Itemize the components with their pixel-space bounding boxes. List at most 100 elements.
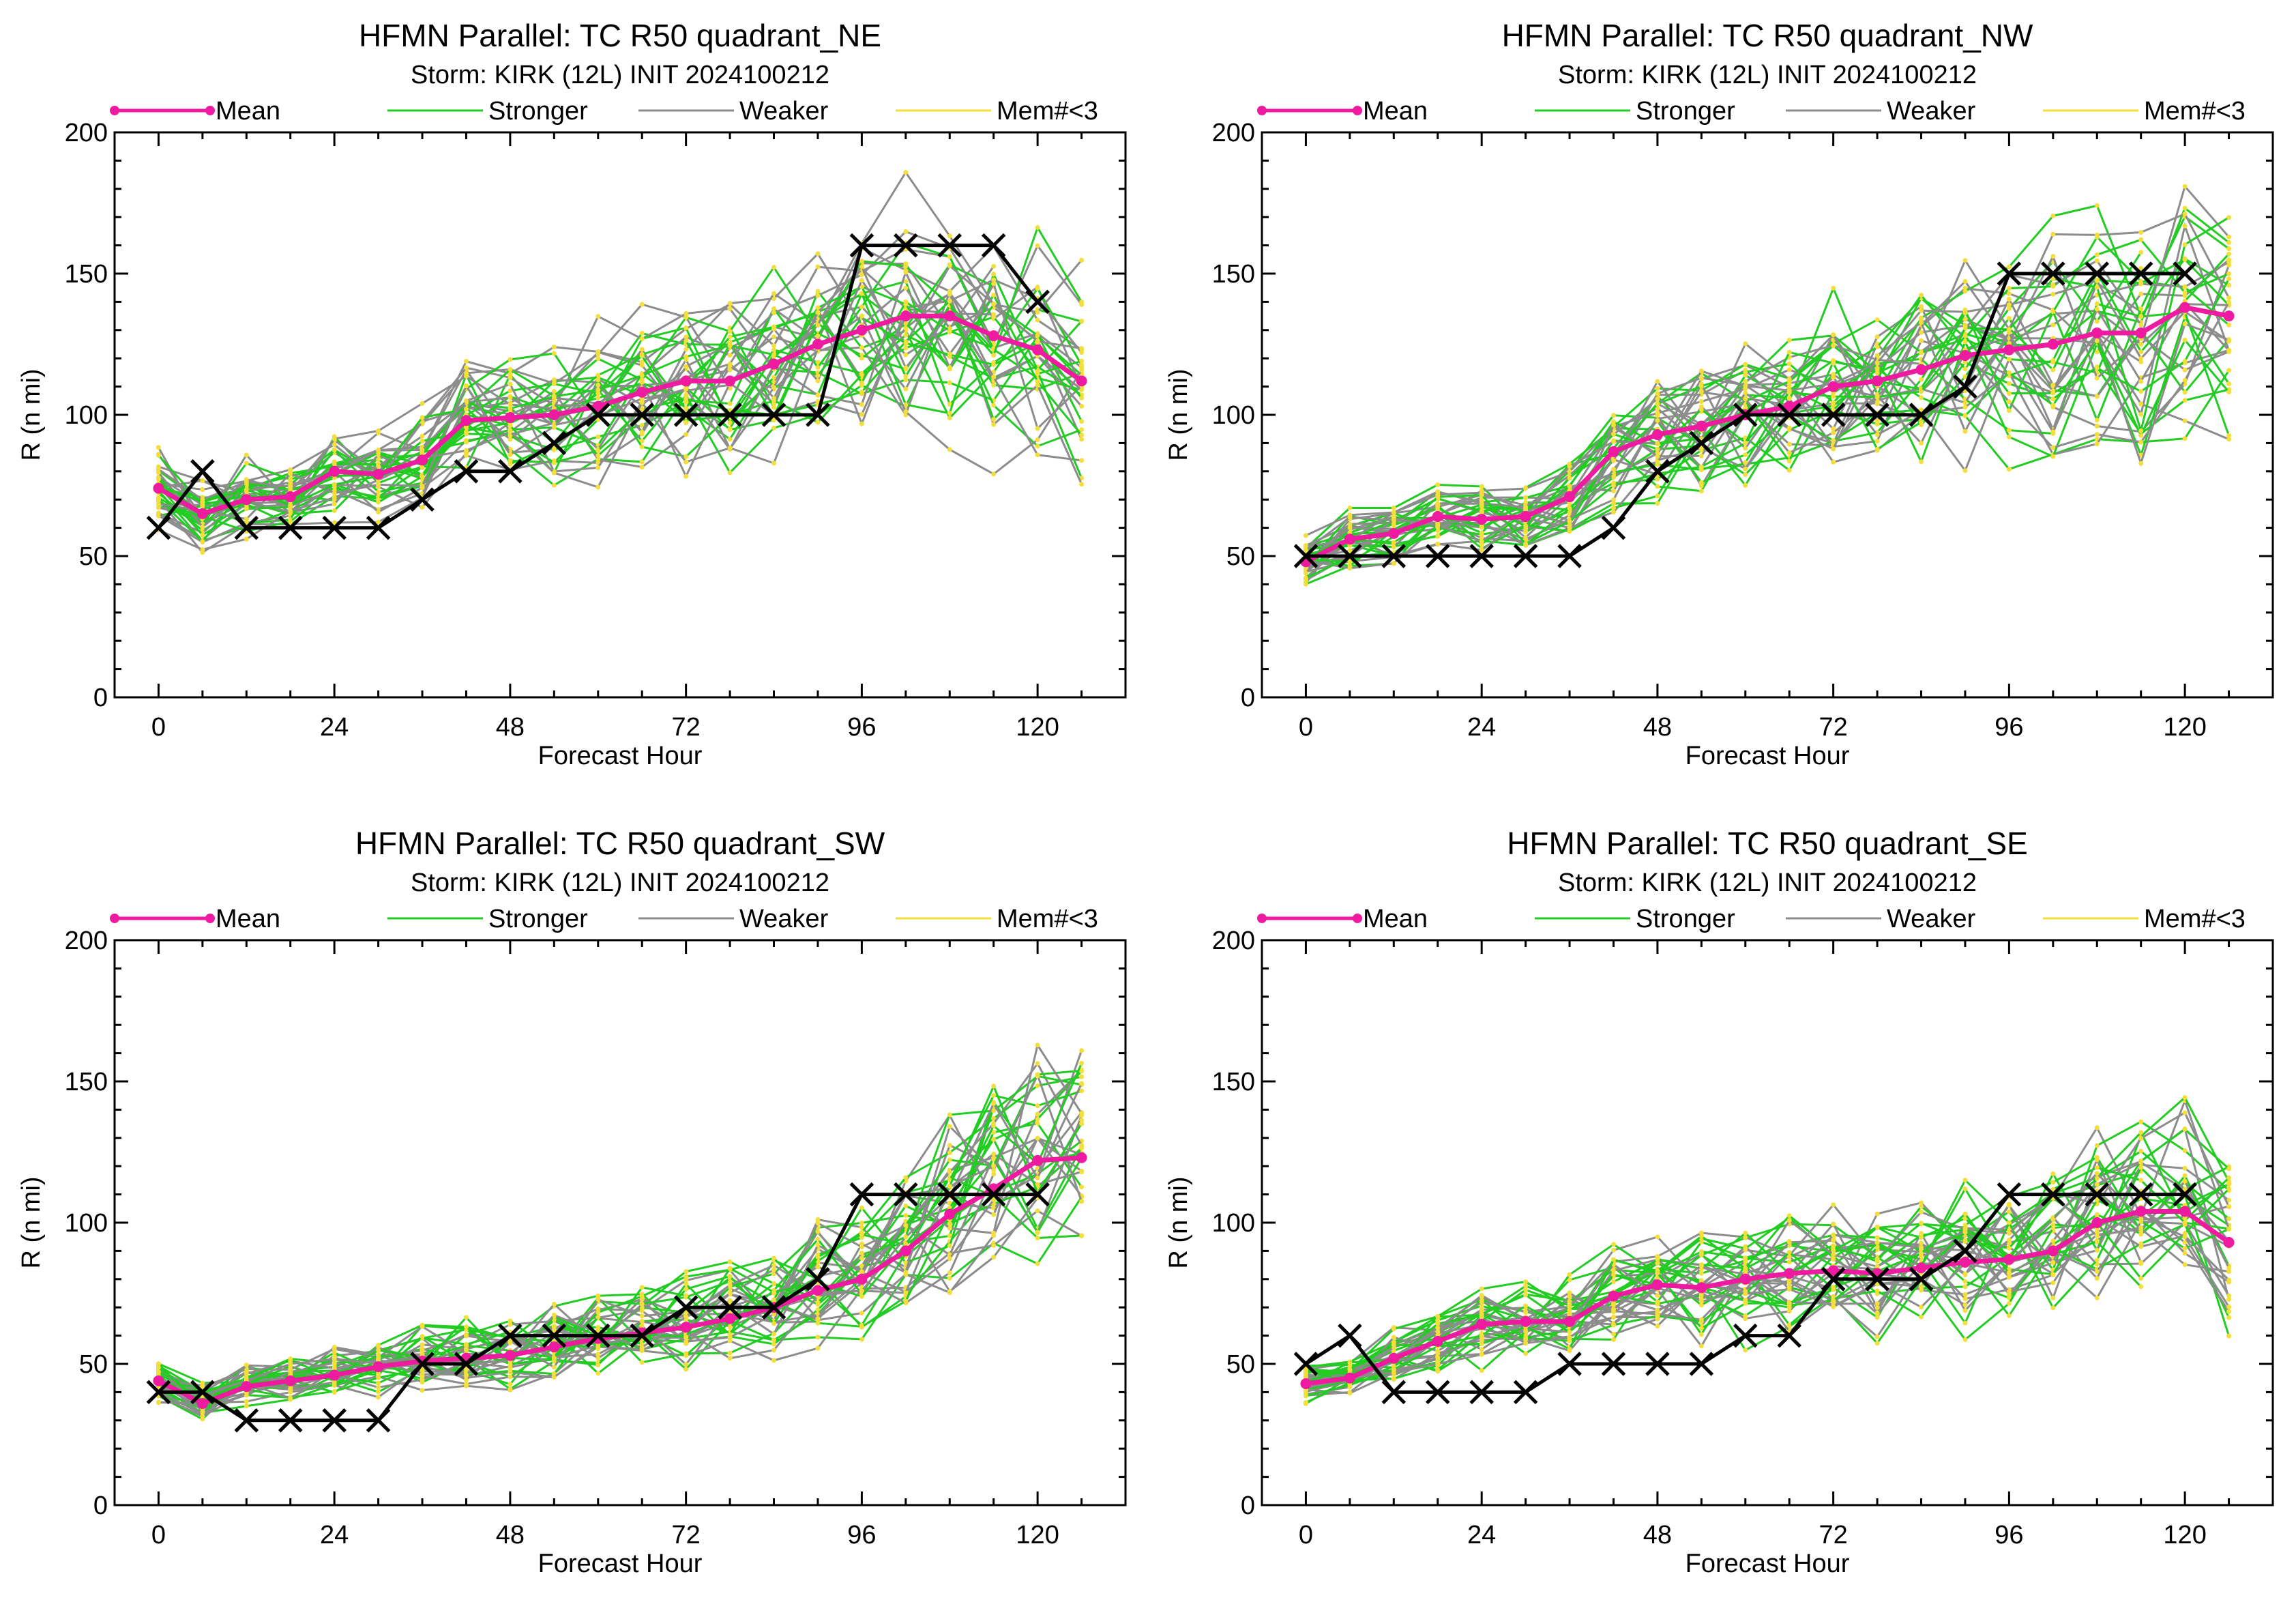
member-point xyxy=(1079,368,1085,373)
member-point xyxy=(1435,1355,1441,1360)
member-point xyxy=(2094,1229,2100,1235)
series-mean-line xyxy=(1305,1208,2231,1386)
mean-point xyxy=(153,482,164,494)
legend-mem-label: Mem#<3 xyxy=(997,905,1098,933)
member-point xyxy=(1786,450,1792,455)
member-point xyxy=(1611,1337,1616,1342)
member-point xyxy=(903,1223,909,1228)
obs-marker xyxy=(849,1182,874,1207)
member-point xyxy=(771,1290,776,1295)
chart-panel: HFMN Parallel: TC R50 quadrant_NE Storm: … xyxy=(17,18,1127,770)
member-point xyxy=(1655,1293,1660,1298)
member-point xyxy=(2050,403,2056,408)
member-point xyxy=(1435,1361,1441,1367)
member-point xyxy=(947,380,952,385)
member-point xyxy=(464,439,469,445)
mean-point xyxy=(284,491,296,503)
member-point xyxy=(1347,1360,1353,1365)
member-point xyxy=(288,1369,293,1375)
member-point xyxy=(903,1241,909,1247)
mean-point xyxy=(1520,1315,1531,1327)
legend-stronger-label: Stronger xyxy=(1636,905,1735,933)
member-point xyxy=(639,1345,645,1350)
member-point xyxy=(947,1184,952,1189)
member-point xyxy=(947,291,952,297)
member-point xyxy=(288,467,293,472)
member-point xyxy=(1035,371,1040,377)
obs-marker xyxy=(234,1408,259,1433)
series-member-weaker xyxy=(158,289,1083,544)
member-point xyxy=(244,506,249,512)
member-point xyxy=(991,362,997,367)
member-point xyxy=(595,1363,601,1368)
member-point xyxy=(1962,1271,1968,1277)
member-point xyxy=(1303,1393,1308,1399)
member-point xyxy=(1611,1322,1616,1327)
member-point xyxy=(1698,383,1704,389)
member-point xyxy=(903,409,909,414)
x-tick-label: 48 xyxy=(1643,1521,1672,1549)
member-point xyxy=(1655,501,1660,506)
member-point xyxy=(1655,413,1660,418)
member-point xyxy=(2006,1313,2012,1318)
member-point xyxy=(332,436,337,441)
legend-weaker-label: Weaker xyxy=(739,97,829,126)
y-tick-label: 100 xyxy=(1212,1209,1255,1238)
member-point xyxy=(1391,1326,1396,1332)
member-point xyxy=(2138,379,2144,384)
member-point xyxy=(1962,309,1968,315)
member-point xyxy=(1079,458,1085,463)
member-point xyxy=(859,1220,864,1225)
obs-marker xyxy=(498,459,523,484)
member-point xyxy=(1655,462,1660,467)
mean-point xyxy=(2047,338,2059,350)
member-point xyxy=(2226,259,2232,265)
member-point xyxy=(1523,541,1529,547)
member-point xyxy=(1479,1303,1484,1309)
member-point xyxy=(1919,389,1924,394)
member-point xyxy=(1347,525,1353,530)
member-point xyxy=(1035,1121,1040,1126)
member-point xyxy=(332,1356,337,1362)
member-point xyxy=(1035,317,1040,323)
member-point xyxy=(1962,360,1968,365)
member-point xyxy=(2094,306,2100,312)
member-point xyxy=(1831,343,1836,348)
member-point xyxy=(420,1324,425,1329)
member-point xyxy=(244,1363,249,1368)
member-point xyxy=(2182,436,2188,441)
member-point xyxy=(2050,1280,2056,1285)
member-point xyxy=(2226,271,2232,276)
member-point xyxy=(1655,396,1660,401)
y-tick-label: 200 xyxy=(1212,927,1255,955)
member-point xyxy=(156,470,161,475)
member-point xyxy=(2050,322,2056,327)
member-point xyxy=(1035,426,1040,431)
member-point xyxy=(1079,346,1085,351)
member-point xyxy=(991,277,997,282)
member-point xyxy=(288,1361,293,1367)
member-point xyxy=(2050,1186,2056,1192)
member-point xyxy=(1035,437,1040,443)
member-point xyxy=(1962,1239,1968,1244)
member-point xyxy=(727,470,733,476)
mean-point xyxy=(592,400,604,412)
member-point xyxy=(683,1334,689,1339)
member-point xyxy=(1919,1204,1924,1209)
member-point xyxy=(947,365,952,370)
member-point xyxy=(332,461,337,467)
member-point xyxy=(2050,367,2056,373)
member-point xyxy=(727,1356,733,1361)
member-point xyxy=(2006,357,2012,362)
member-point xyxy=(991,417,997,422)
obs-marker xyxy=(1025,1182,1050,1207)
member-point xyxy=(903,373,909,379)
member-point xyxy=(2050,276,2056,282)
member-point xyxy=(1874,1305,1880,1310)
member-point xyxy=(2226,1333,2232,1339)
member-point xyxy=(2094,1143,2100,1148)
member-point xyxy=(420,1371,425,1377)
member-point xyxy=(1919,395,1924,400)
obs-marker xyxy=(1469,544,1494,568)
